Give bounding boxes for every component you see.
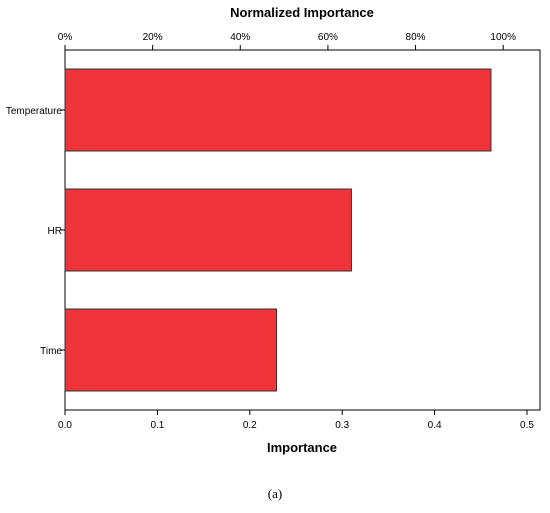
x-tick-label: 0.3 xyxy=(335,420,349,431)
x-tick-label: 0.4 xyxy=(428,420,442,431)
x-axis-title: Importance xyxy=(267,440,337,455)
x-tick-label: 0.5 xyxy=(520,420,534,431)
top-tick-label: 100% xyxy=(490,32,516,43)
top-tick-label: 60% xyxy=(318,32,338,43)
x-tick-label: 0.0 xyxy=(58,420,72,431)
bar-hr xyxy=(64,188,352,272)
y-tick-label: HR xyxy=(48,226,62,237)
top-tick-label: 40% xyxy=(230,32,250,43)
x-tick-label: 0.2 xyxy=(243,420,257,431)
y-tick-label: Time xyxy=(40,346,62,357)
bar-time xyxy=(64,308,278,392)
x-tick-label: 0.1 xyxy=(150,420,164,431)
importance-chart: 0.0 0.1 0.2 0.3 0.4 0.5 0% 20% 40% 60% 80% 100% Te… xyxy=(6,5,541,455)
top-tick-label: 80% xyxy=(406,32,426,43)
figure-caption: (a) xyxy=(267,486,283,501)
top-tick-label: 20% xyxy=(143,32,163,43)
top-tick-label: 0% xyxy=(58,32,73,43)
bar-temperature xyxy=(64,68,492,152)
y-tick-label: Temperature xyxy=(6,106,63,117)
top-axis-title: Normalized Importance xyxy=(230,5,374,20)
